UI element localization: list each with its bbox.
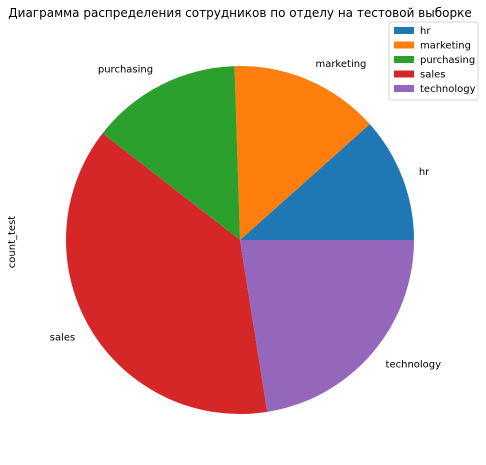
pie-slices <box>65 66 414 414</box>
legend-label-purchasing: purchasing <box>420 55 475 66</box>
legend-label-marketing: marketing <box>420 40 471 51</box>
pie-slice-labels: hr marketing purchasing sales technology <box>50 59 441 370</box>
slice-label-sales: sales <box>50 332 75 343</box>
y-axis-label: count_test <box>7 216 18 268</box>
pie-slice-purchasing <box>102 66 240 240</box>
legend-label-technology: technology <box>420 84 476 95</box>
chart-title: Диаграмма распределения сотрудников по о… <box>8 6 471 20</box>
legend-label-hr: hr <box>420 26 431 37</box>
legend-label-sales: sales <box>420 69 445 80</box>
slice-label-marketing: marketing <box>315 59 366 70</box>
legend-swatch-sales <box>394 70 414 78</box>
pie-slice-marketing <box>234 66 370 241</box>
legend-swatch-technology <box>394 85 414 92</box>
legend-swatch-purchasing <box>394 56 414 63</box>
legend-swatch-hr <box>394 27 414 34</box>
pie-slice-technology <box>240 240 414 412</box>
legend: hr marketing purchasing sales technology <box>388 21 479 101</box>
pie-slice-sales <box>65 133 268 414</box>
legend-swatch-marketing <box>394 41 414 49</box>
pie-slice-hr <box>240 124 414 240</box>
slice-label-hr: hr <box>419 167 430 178</box>
slice-label-purchasing: purchasing <box>98 64 153 75</box>
slice-label-technology: technology <box>386 359 442 370</box>
